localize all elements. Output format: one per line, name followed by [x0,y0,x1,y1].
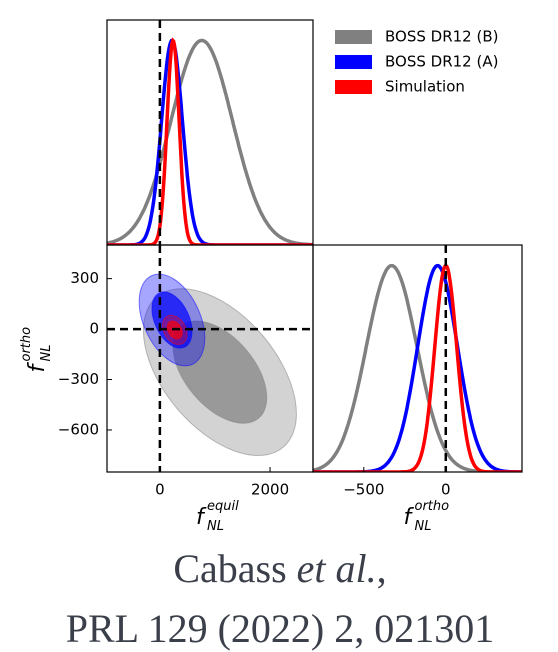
y-tick-label: 300 [70,269,99,287]
axis-label-sub: NL [207,519,224,534]
axis-label-sub: NL [39,345,54,362]
axis-label-symbol: f [404,505,415,530]
density-curve [313,263,522,472]
legend-label: BOSS DR12 (A) [385,53,498,71]
axis-label-symbol: f [25,362,50,373]
citation-etal: et al. [297,546,377,591]
citation-line-1: Cabass et al., [173,546,386,591]
x-tick-label: 0 [155,481,165,499]
axis-label-sup: equil [207,499,239,514]
axis-label-sub: NL [415,519,432,534]
frame-layer: BOSS DR12 (B) BOSS DR12 (A) Simulation 0 200… [58,19,523,499]
legend-label: Simulation [385,78,465,96]
panel-frame [106,19,314,246]
density-curve [313,263,522,472]
density-curve [107,37,313,245]
x-tick-label: −500 [343,481,384,499]
citation-line-2: PRL 129 (2022) 2, 021301 [66,606,495,651]
citation-punct: , [377,546,387,591]
axis-label-symbol: f [196,505,207,530]
y-tick-label: −300 [58,370,99,388]
axis-label-sup: ortho [19,327,34,362]
panel-frame [312,244,523,473]
y-tick-label: 0 [89,320,99,338]
density-curve [107,38,313,245]
panel [107,37,313,245]
legend-swatch [335,55,372,69]
panel [313,263,522,472]
citation-author: Cabass [173,546,286,591]
legend-label: BOSS DR12 (B) [385,28,498,46]
density-curve [107,38,313,245]
legend-swatch [335,30,372,44]
density-curve [313,263,522,472]
y-tick-label: −600 [58,420,99,438]
legend-swatch [335,80,372,94]
axis-label: f equil NL [196,499,239,534]
axis-label-sup: ortho [415,499,450,514]
x-tick-label: 2000 [251,481,289,499]
plot-layer [107,37,522,472]
panel [138,273,297,457]
x-tick-label: 0 [441,481,451,499]
